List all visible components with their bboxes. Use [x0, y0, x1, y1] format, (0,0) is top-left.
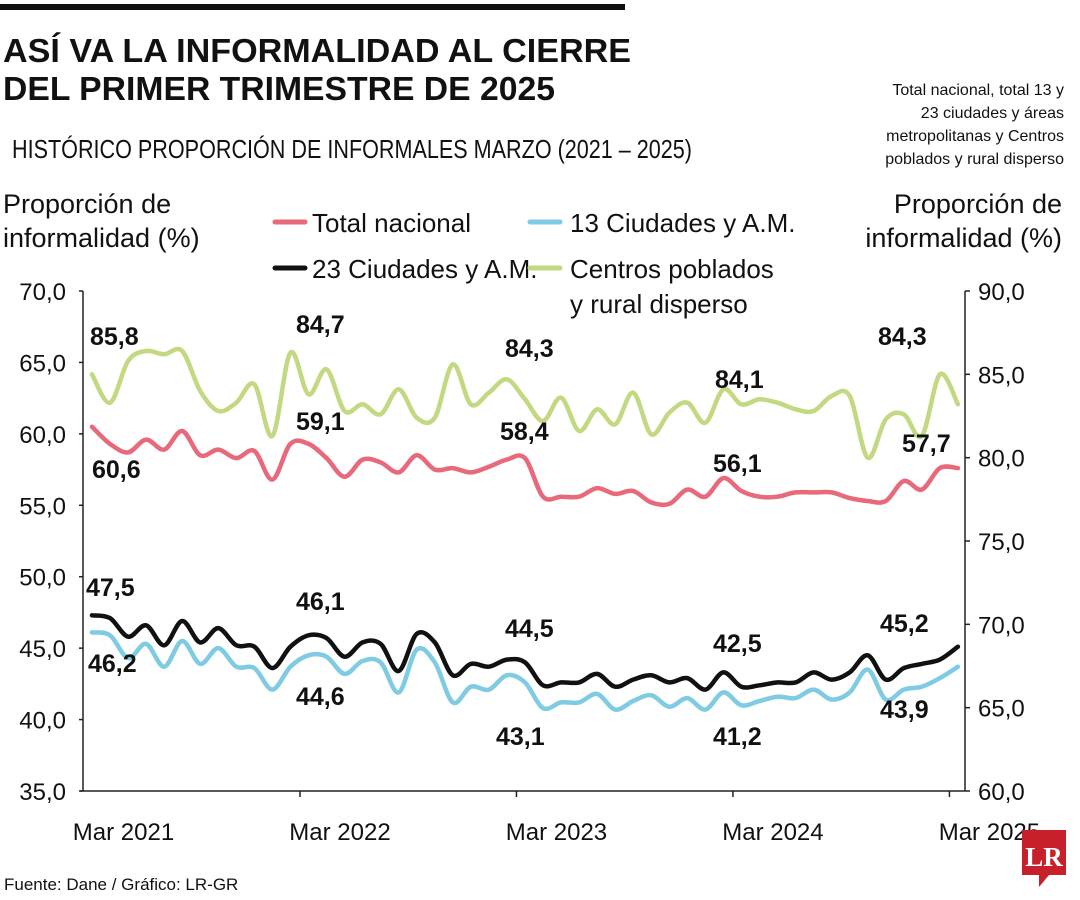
data-label-ciudades-13: 46,2: [88, 650, 137, 678]
data-label-ciudades-23: 44,5: [505, 615, 554, 643]
right-tick-label: 90,0: [978, 279, 1025, 306]
data-label-centros-poblados: 84,3: [505, 335, 554, 363]
subtitle: HISTÓRICO PROPORCIÓN DE INFORMALES MARZO…: [12, 134, 692, 164]
left-tick-label: 45,0: [19, 636, 66, 663]
data-label-centros-poblados: 84,3: [878, 323, 927, 351]
left-tick-label: 60,0: [19, 422, 66, 449]
left-tick-label: 35,0: [19, 779, 66, 806]
series-line-ciudades-23: [89, 613, 961, 692]
data-label-ciudades-13: 43,9: [880, 696, 929, 724]
source-note: Fuente: Dane / Gráfico: LR-GR: [4, 875, 238, 894]
note-line: metropolitanas y Centros: [886, 128, 1064, 145]
right-tick-label: 70,0: [978, 612, 1025, 639]
data-label-total-nacional: 57,7: [902, 430, 951, 458]
right-tick-label: 80,0: [978, 446, 1025, 473]
lr-logo: LR: [1022, 830, 1066, 887]
data-label-total-nacional: 56,1: [713, 450, 762, 478]
data-label-ciudades-23: 42,5: [713, 630, 762, 658]
data-label-ciudades-23: 47,5: [86, 574, 135, 602]
series-line-centros-poblados: [89, 346, 961, 460]
data-label-ciudades-23: 45,2: [880, 610, 929, 638]
legend-label-13-ciudades: 13 Ciudades y A.M.: [570, 208, 795, 238]
x-tick-label: Mar 2023: [506, 819, 607, 846]
series-line-ciudades-13: [89, 630, 961, 712]
note-line: 23 ciudades y áreas: [921, 105, 1064, 122]
right-tick-label: 75,0: [978, 529, 1025, 556]
data-label-ciudades-23: 46,1: [296, 588, 345, 616]
left-tick-label: 40,0: [19, 708, 66, 735]
x-tick-label: Mar 2022: [289, 819, 390, 846]
legend: Total nacional 13 Ciudades y A.M. 23 Ciu…: [272, 208, 795, 319]
left-axis-label: Proporción de: [3, 189, 171, 219]
data-label-ciudades-13: 43,1: [496, 723, 545, 751]
right-tick-label: 85,0: [978, 362, 1025, 389]
data-label-total-nacional: 59,1: [296, 408, 345, 436]
x-tick-label: Mar 2021: [73, 819, 174, 846]
data-label-centros-poblados: 84,1: [715, 366, 764, 394]
left-axis-label: informalidad (%): [3, 223, 200, 253]
data-labels: 85,8 84,7 84,3 84,1 84,3 60,6 59,1 58,4 56,1 57,7…: [86, 311, 951, 751]
right-axis-label: informalidad (%): [865, 223, 1062, 253]
series-line-total-nacional: [89, 424, 961, 508]
legend-label-centros-poblados: Centros poblados: [570, 254, 774, 284]
note-line: Total nacional, total 13 y: [892, 82, 1064, 99]
data-label-centros-poblados: 84,7: [296, 311, 345, 339]
left-tick-label: 55,0: [19, 493, 66, 520]
data-label-centros-poblados: 85,8: [90, 323, 139, 351]
top-rule: [0, 4, 625, 10]
coverage-note: Total nacional, total 13 y 23 ciudades y…: [885, 82, 1064, 168]
note-line: poblados y rural disperso: [885, 151, 1064, 168]
right-tick-label: 60,0: [978, 779, 1025, 806]
title-line-1: ASÍ VA LA INFORMALIDAD AL CIERRE: [3, 32, 631, 69]
data-label-ciudades-13: 44,6: [296, 683, 345, 711]
logo-text: LR: [1025, 842, 1063, 872]
axes: 70,0 65,0 60,0 55,0 50,0 45,0 40,0 35,0 90,0 85,0…: [19, 279, 1040, 846]
data-label-total-nacional: 60,6: [92, 456, 141, 484]
left-tick-label: 70,0: [19, 279, 66, 306]
data-label-ciudades-13: 41,2: [713, 723, 762, 751]
right-tick-label: 65,0: [978, 696, 1025, 723]
data-label-total-nacional: 58,4: [500, 418, 549, 446]
left-tick-label: 50,0: [19, 565, 66, 592]
legend-label-23-ciudades: 23 Ciudades y A.M.: [312, 254, 537, 284]
title-line-2: DEL PRIMER TRIMESTRE DE 2025: [3, 70, 555, 107]
legend-label-total-nacional: Total nacional: [312, 208, 471, 238]
series-lines: [89, 346, 961, 712]
legend-label-centros-poblados: y rural disperso: [570, 289, 748, 319]
right-axis-label: Proporción de: [894, 189, 1062, 219]
x-tick-label: Mar 2024: [722, 819, 823, 846]
left-tick-label: 65,0: [19, 350, 66, 377]
